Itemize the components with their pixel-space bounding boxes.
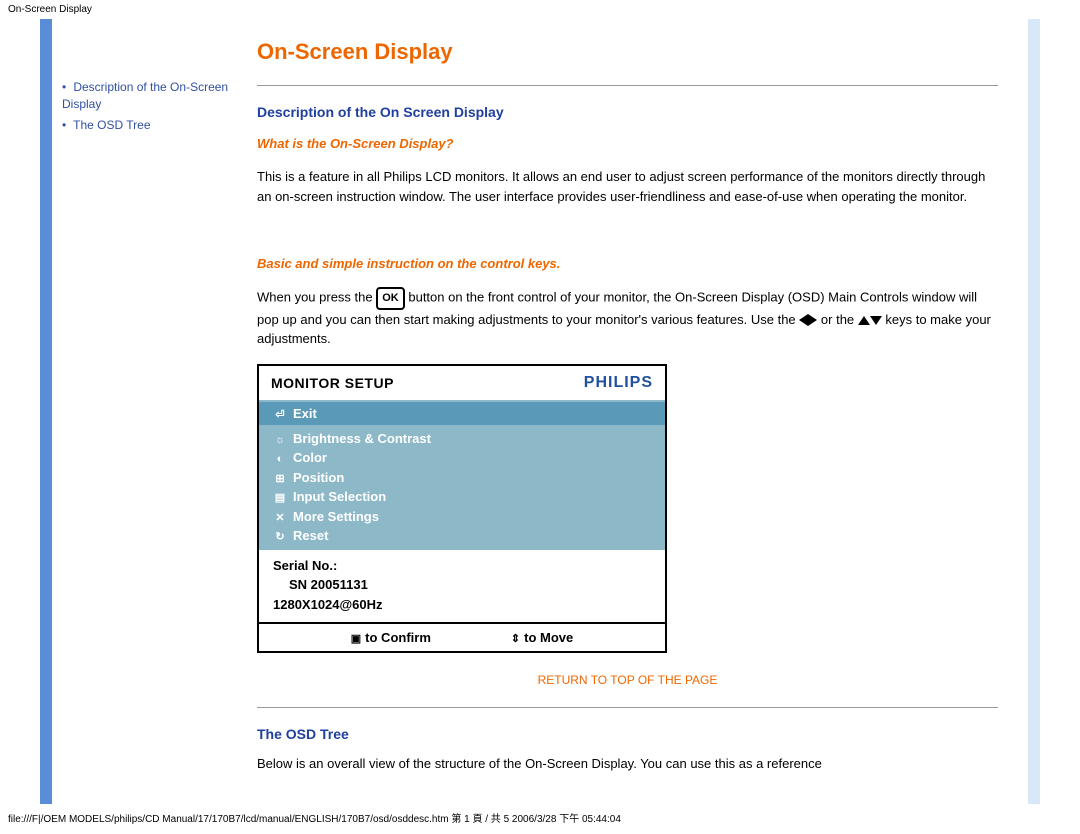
input-icon: ▤ [273, 490, 287, 507]
bullet-icon: • [62, 117, 70, 134]
brightness-icon: ☼ [273, 432, 287, 449]
menu-label: More Settings [293, 509, 379, 524]
sidebar-link-osd-tree[interactable]: The OSD Tree [73, 118, 150, 132]
text-fragment: When you press the [257, 290, 376, 305]
menu-label: Position [293, 470, 344, 485]
menu-items: ☼Brightness & Contrast ◐Color ⊞Position … [259, 425, 665, 550]
page-header: On-Screen Display [0, 0, 1080, 19]
monitor-header: MONITOR SETUP PHILIPS [259, 366, 665, 402]
exit-icon: ⏎ [273, 408, 287, 421]
paragraph-osd-tree: Below is an overall view of the structur… [257, 754, 998, 774]
move-label: to Move [524, 630, 573, 645]
sidebar: • Description of the On-Screen Display •… [52, 19, 247, 804]
menu-label: Reset [293, 528, 328, 543]
monitor-title: MONITOR SETUP [271, 375, 394, 391]
confirm-icon: ▣ [351, 633, 361, 645]
subheading-what-is: What is the On-Screen Display? [257, 136, 998, 151]
resolution: 1280X1024@60Hz [273, 595, 651, 615]
page-footer: file:///F|/OEM MODELS/philips/CD Manual/… [0, 804, 1080, 831]
left-border [40, 19, 52, 804]
menu-label: Input Selection [293, 489, 386, 504]
bullet-icon: • [62, 79, 70, 96]
paragraph-description: This is a feature in all Philips LCD mon… [257, 167, 998, 206]
right-border [1028, 19, 1040, 804]
color-icon: ◐ [273, 451, 287, 468]
divider [257, 707, 998, 708]
menu-item-position: ⊞ Position [273, 468, 651, 488]
sidebar-item-description: • Description of the On-Screen Display [62, 79, 237, 113]
menu-label: Color [293, 450, 327, 465]
menu-exit-label: Exit [293, 406, 317, 421]
left-arrow-icon [799, 314, 808, 326]
main-content: On-Screen Display Description of the On … [247, 19, 1028, 804]
right-arrow-icon [808, 314, 817, 326]
menu-label: Brightness & Contrast [293, 431, 431, 446]
menu-exit-row: ⏎ Exit [259, 402, 665, 425]
reset-icon: ↻ [273, 529, 287, 546]
section-heading-description: Description of the On Screen Display [257, 104, 998, 120]
sidebar-link-description[interactable]: Description of the On-Screen Display [62, 80, 228, 111]
monitor-setup-box: MONITOR SETUP PHILIPS ⏎ Exit ☼ Brightness … [257, 364, 667, 654]
confirm-label: to Confirm [365, 630, 431, 645]
move-hint: ⇕ to Move [511, 630, 573, 645]
menu-item-more: ✕ More Settings [273, 507, 651, 527]
monitor-footer: ▣ to Confirm ⇕ to Move [259, 622, 665, 651]
serial-value: SN 20051131 [273, 575, 651, 595]
divider [257, 85, 998, 86]
menu-item-input: ▤ Input Selection [273, 487, 651, 507]
paragraph-instruction: When you press the OK button on the fron… [257, 287, 998, 349]
more-icon: ✕ [273, 510, 287, 527]
subheading-instruction: Basic and simple instruction on the cont… [257, 256, 998, 271]
text-fragment: or the [821, 312, 858, 327]
ok-button-icon: OK [376, 287, 405, 310]
down-arrow-icon [870, 316, 882, 325]
position-icon: ⊞ [273, 471, 287, 488]
confirm-hint: ▣ to Confirm [351, 630, 431, 645]
menu-item-reset: ↻ Reset [273, 526, 651, 546]
return-to-top-link[interactable]: RETURN TO TOP OF THE PAGE [257, 673, 998, 687]
up-arrow-icon [858, 316, 870, 325]
serial-section: Serial No.: SN 20051131 1280X1024@60Hz [259, 550, 665, 623]
main-container: • Description of the On-Screen Display •… [0, 19, 1080, 804]
menu-item-color: ◐ Color [273, 448, 651, 468]
sidebar-item-osd-tree: • The OSD Tree [62, 117, 237, 134]
menu-item-brightness: ☼ Brightness & Contrast [273, 429, 651, 449]
page-title: On-Screen Display [257, 39, 998, 65]
section-heading-osd-tree: The OSD Tree [257, 726, 998, 742]
serial-label: Serial No.: [273, 556, 651, 576]
move-icon: ⇕ [511, 633, 520, 645]
philips-logo: PHILIPS [584, 374, 653, 392]
